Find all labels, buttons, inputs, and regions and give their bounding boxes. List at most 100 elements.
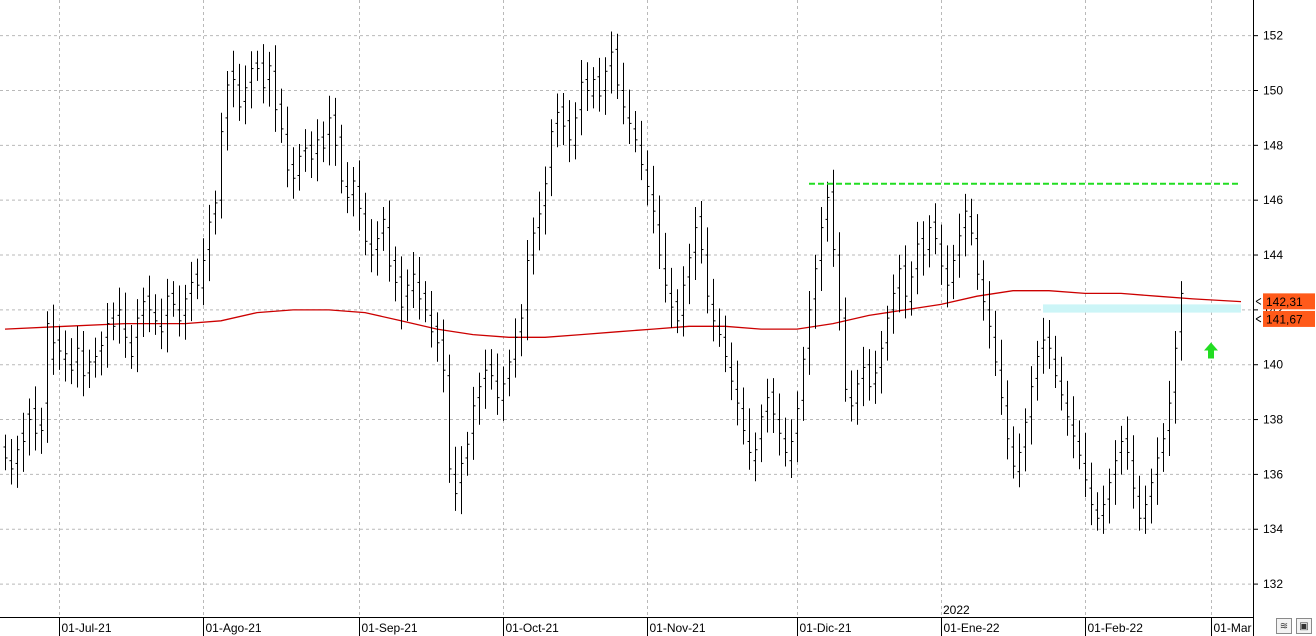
price-bar <box>879 330 884 394</box>
price-bar <box>639 120 644 181</box>
price-bar <box>1047 320 1052 369</box>
x-tick-label: 01-Ago-21 <box>206 621 262 635</box>
price-bar <box>657 195 662 270</box>
price-bar <box>183 284 188 340</box>
price-bar <box>807 290 812 375</box>
price-bar <box>1083 432 1088 498</box>
price-bar <box>429 290 434 348</box>
price-bar <box>321 121 326 163</box>
y-tick-label: 132 <box>1263 577 1283 591</box>
price-bar <box>453 446 458 511</box>
price-bar <box>405 269 410 322</box>
price-bar <box>615 33 620 99</box>
price-bar <box>291 147 296 199</box>
year-label: 2022 <box>943 603 970 617</box>
price-bar <box>555 93 560 148</box>
price-bar <box>621 62 626 125</box>
y-tick-label: 144 <box>1263 248 1283 262</box>
price-bar <box>153 294 158 335</box>
price-bar <box>303 129 308 172</box>
price-bar <box>489 349 494 390</box>
price-bar <box>9 439 14 485</box>
y-tick-label: 150 <box>1263 83 1283 97</box>
y-tick-label: 138 <box>1263 413 1283 427</box>
price-bar <box>1179 281 1184 361</box>
price-bar <box>231 50 236 108</box>
price-bar <box>147 275 152 333</box>
price-bar <box>357 160 362 231</box>
price-bar <box>837 232 842 331</box>
price-bar <box>135 299 140 373</box>
up-arrow-icon <box>1204 342 1218 359</box>
chart-settings-icon[interactable]: ≋ <box>1276 618 1292 634</box>
price-bar <box>111 302 116 341</box>
price-bar <box>705 227 710 314</box>
price-bar <box>399 256 404 330</box>
y-tick-label: 152 <box>1263 29 1283 43</box>
price-bar <box>189 261 194 322</box>
price-bar <box>993 310 998 376</box>
price-bar <box>129 324 134 369</box>
price-bar <box>867 349 872 401</box>
price-bar <box>747 408 752 470</box>
price-bar <box>69 338 74 385</box>
price-tag-label: 141,67 <box>1266 312 1303 326</box>
price-bar <box>1071 396 1076 459</box>
price-bar <box>831 169 836 267</box>
price-bar <box>141 287 146 338</box>
price-bar <box>297 143 302 191</box>
price-bar <box>177 285 182 337</box>
price-bar <box>633 111 638 153</box>
price-bar <box>687 243 692 305</box>
price-bar <box>801 346 806 421</box>
price-bar <box>771 378 776 433</box>
price-bar <box>105 303 110 368</box>
price-tag-label: 142,31 <box>1266 295 1303 309</box>
price-bar <box>507 349 512 397</box>
price-bar <box>1041 317 1046 374</box>
price-bar <box>75 326 80 388</box>
price-bar <box>735 360 740 426</box>
price-tag-pointer <box>1255 315 1262 323</box>
price-bar <box>885 305 890 361</box>
y-tick-label: 136 <box>1263 467 1283 481</box>
price-bar <box>765 378 770 433</box>
price-bar <box>909 261 914 316</box>
price-bar <box>465 431 470 476</box>
price-bar <box>675 289 680 334</box>
price-bar <box>585 62 590 112</box>
price-bar <box>39 407 44 454</box>
price-bar <box>1125 416 1130 470</box>
price-bar <box>903 245 908 319</box>
save-icon[interactable]: ▣ <box>1296 618 1312 634</box>
price-bar <box>1107 468 1112 524</box>
x-tick-label: 01-Ene-22 <box>944 621 1000 635</box>
price-bar <box>1065 380 1070 436</box>
support-band-layer <box>1043 304 1241 313</box>
price-bar <box>573 102 578 160</box>
price-bar <box>225 71 230 151</box>
price-bar <box>933 203 938 255</box>
price-bar <box>1149 468 1154 524</box>
price-bar <box>417 256 422 320</box>
price-bar <box>219 112 224 219</box>
price-bar <box>693 207 698 280</box>
price-bar <box>789 419 794 478</box>
price-bar <box>87 349 92 389</box>
price-bar <box>567 100 572 163</box>
price-bar <box>57 326 62 370</box>
price-bar <box>267 51 272 107</box>
price-bar <box>249 51 254 109</box>
price-bar <box>345 162 350 214</box>
price-bar <box>963 193 968 257</box>
price-bar <box>723 315 728 373</box>
price-bar <box>471 386 476 460</box>
price-bar <box>1053 335 1058 389</box>
price-bar <box>123 292 128 358</box>
price-bar <box>873 350 878 404</box>
price-bar <box>927 215 932 268</box>
x-tick-label: 01-Nov-21 <box>650 621 706 635</box>
price-bar <box>1023 408 1028 472</box>
price-bar <box>333 97 338 166</box>
